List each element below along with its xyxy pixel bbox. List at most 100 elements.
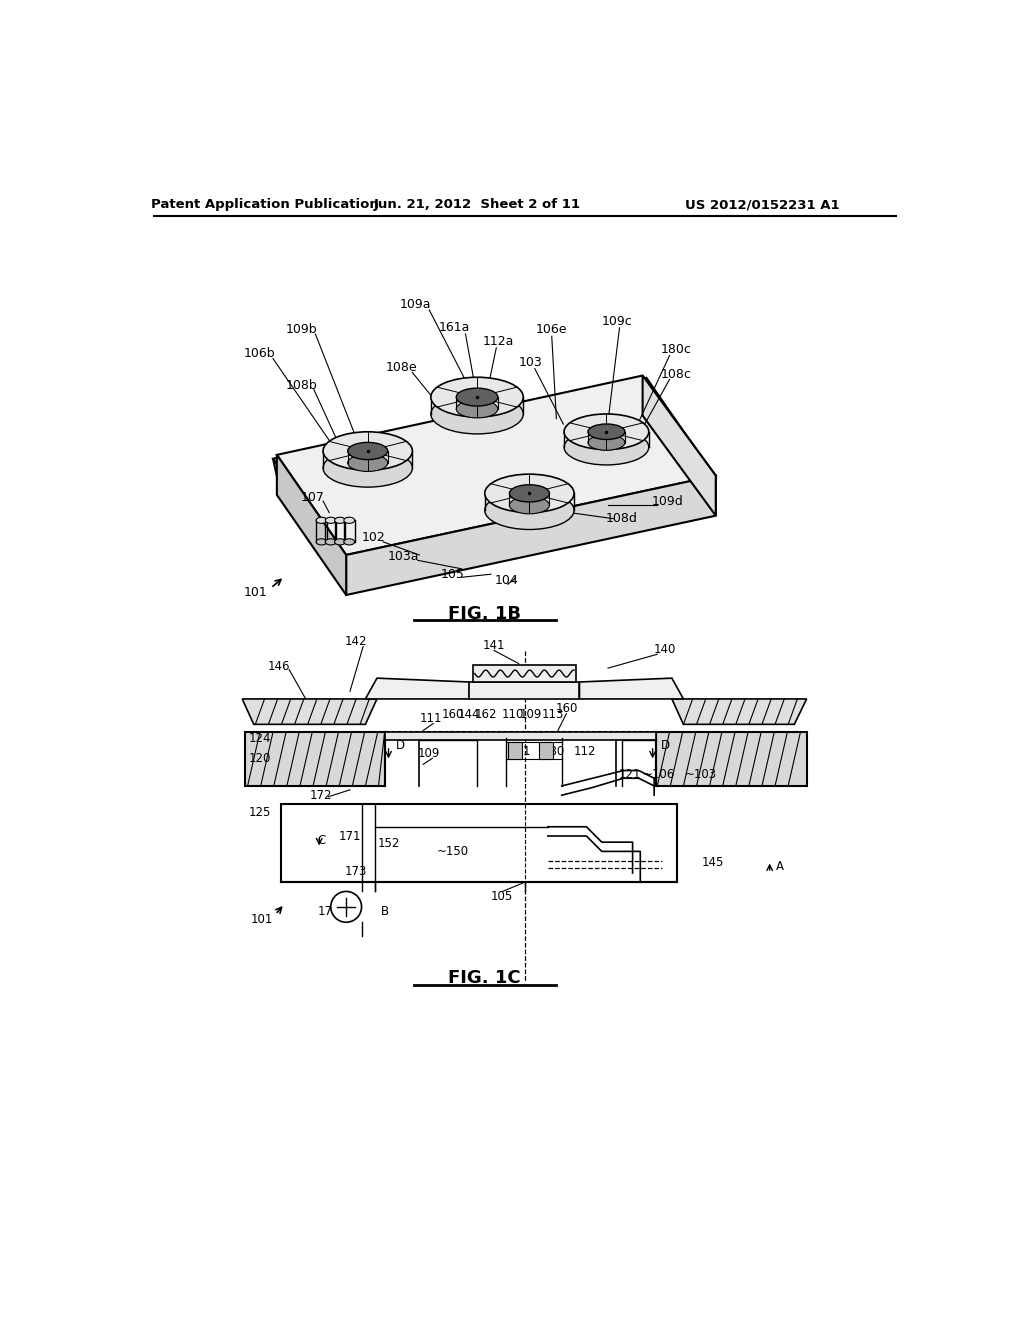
Text: Jun. 21, 2012  Sheet 2 of 11: Jun. 21, 2012 Sheet 2 of 11 [374, 198, 581, 211]
Polygon shape [656, 733, 807, 785]
Text: 161a: 161a [438, 321, 470, 334]
Ellipse shape [348, 454, 388, 471]
Text: 120: 120 [249, 752, 271, 766]
Text: 109: 109 [520, 708, 542, 721]
Ellipse shape [316, 517, 327, 524]
Text: 103: 103 [519, 356, 543, 370]
Polygon shape [243, 700, 377, 725]
Text: 105: 105 [490, 890, 513, 903]
Text: 108e: 108e [386, 362, 418, 375]
Polygon shape [273, 459, 350, 594]
Ellipse shape [484, 491, 574, 529]
Text: 109: 109 [418, 747, 440, 760]
Text: 106e: 106e [536, 323, 567, 335]
Text: 108c: 108c [660, 367, 691, 380]
Text: 114: 114 [698, 713, 721, 726]
Text: 180c: 180c [660, 343, 691, 356]
Text: US 2012/0152231 A1: US 2012/0152231 A1 [685, 198, 840, 211]
Text: 160: 160 [441, 708, 464, 721]
Text: 142: 142 [345, 635, 368, 648]
Text: 101: 101 [244, 586, 267, 599]
Ellipse shape [348, 442, 388, 459]
Text: 109d: 109d [652, 495, 684, 508]
Polygon shape [469, 682, 580, 700]
Text: FIG. 1B: FIG. 1B [449, 606, 521, 623]
Text: 180: 180 [543, 744, 565, 758]
Ellipse shape [484, 474, 574, 512]
Text: 152: 152 [377, 837, 399, 850]
Ellipse shape [509, 496, 550, 513]
Text: 162: 162 [475, 708, 498, 721]
Text: FIG. 1C: FIG. 1C [449, 969, 521, 987]
Ellipse shape [344, 517, 354, 524]
Text: ~103: ~103 [684, 768, 717, 781]
Text: 109a: 109a [399, 298, 431, 312]
Ellipse shape [457, 388, 498, 407]
Polygon shape [276, 455, 346, 595]
Text: D: D [395, 739, 404, 752]
Text: 111: 111 [420, 713, 442, 726]
Text: 115: 115 [682, 713, 703, 726]
Text: 112a: 112a [483, 335, 514, 348]
Text: 170: 170 [318, 906, 340, 917]
Text: 101: 101 [250, 912, 272, 925]
Text: 110: 110 [502, 708, 524, 721]
Ellipse shape [564, 414, 649, 450]
Text: A: A [775, 861, 783, 874]
Text: ~150: ~150 [436, 845, 469, 858]
Text: ~106: ~106 [643, 768, 675, 781]
Text: 140: 140 [653, 643, 676, 656]
Ellipse shape [323, 449, 413, 487]
Text: 102: 102 [361, 531, 385, 544]
Ellipse shape [564, 429, 649, 465]
Ellipse shape [509, 484, 550, 502]
Text: 107: 107 [300, 491, 325, 504]
Text: 124: 124 [249, 731, 271, 744]
Text: 121: 121 [618, 768, 641, 781]
Ellipse shape [326, 539, 336, 545]
Text: 104: 104 [495, 574, 518, 587]
Text: 108d: 108d [606, 512, 638, 525]
Text: 173: 173 [345, 865, 368, 878]
Polygon shape [346, 475, 716, 595]
Text: 112: 112 [573, 744, 596, 758]
Text: 109b: 109b [286, 323, 317, 335]
Bar [539, 742, 553, 759]
Ellipse shape [431, 395, 523, 434]
Bar [281, 804, 677, 882]
Ellipse shape [326, 517, 336, 524]
Bar [508, 742, 521, 759]
Text: 106b: 106b [244, 347, 275, 360]
Ellipse shape [316, 539, 327, 545]
Text: 144: 144 [458, 708, 480, 721]
Text: 146: 146 [268, 660, 291, 673]
Text: 103a: 103a [388, 550, 420, 564]
Text: B: B [381, 906, 389, 917]
Text: 171: 171 [339, 829, 361, 842]
Ellipse shape [588, 434, 625, 450]
Polygon shape [672, 700, 807, 725]
Ellipse shape [588, 424, 625, 440]
Text: 109c: 109c [602, 315, 633, 329]
Text: 113: 113 [542, 708, 563, 721]
Polygon shape [276, 376, 716, 554]
Text: 108b: 108b [286, 379, 317, 392]
Text: 105: 105 [440, 568, 464, 581]
Text: 172: 172 [309, 788, 332, 801]
Text: 141: 141 [482, 639, 505, 652]
Ellipse shape [323, 432, 413, 470]
Polygon shape [273, 378, 716, 558]
Text: 160: 160 [555, 702, 578, 715]
Polygon shape [366, 678, 469, 700]
Ellipse shape [335, 517, 345, 524]
Text: C: C [317, 834, 326, 847]
Text: D: D [662, 739, 671, 752]
Ellipse shape [431, 378, 523, 417]
Polygon shape [473, 665, 575, 682]
Ellipse shape [457, 400, 498, 418]
Polygon shape [385, 733, 656, 739]
Circle shape [331, 891, 361, 923]
Ellipse shape [335, 539, 345, 545]
Text: 161: 161 [509, 744, 531, 758]
Text: 145: 145 [701, 857, 724, 870]
